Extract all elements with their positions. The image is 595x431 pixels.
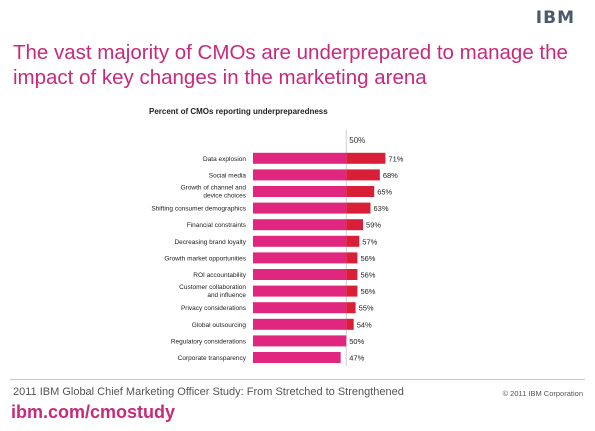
bar-excess-segment: [346, 202, 371, 214]
bar-base-segment: [253, 169, 347, 181]
bar-base-segment: [253, 302, 347, 314]
copyright-notice: © 2011 IBM Corporation: [502, 389, 583, 398]
bar-excess-segment: [346, 285, 358, 297]
bar-base-segment: [253, 202, 347, 214]
bar-excess-segment: [346, 152, 386, 164]
bar-excess-segment: [346, 235, 360, 247]
category-label: Privacy considerations: [181, 305, 247, 312]
value-label: 56%: [360, 271, 375, 280]
value-label: 55%: [359, 304, 374, 313]
bar-base-segment: [253, 352, 341, 363]
value-label: 56%: [360, 254, 375, 263]
category-label: Shifting consumer demographics: [151, 206, 246, 213]
category-label: Regulatory considerations: [171, 338, 247, 345]
category-label: Growth of channel and device choices: [181, 185, 247, 200]
category-label: Decreasing brand loyalty: [174, 239, 246, 246]
value-label: 59%: [366, 221, 381, 230]
bar-base-segment: [253, 269, 347, 280]
chart-title: Percent of CMOs reporting underpreparedn…: [149, 107, 328, 116]
value-label: 65%: [377, 188, 392, 197]
bar-base-segment: [253, 335, 347, 347]
ibm-logo: IBM: [535, 8, 575, 28]
category-label: Financial constraints: [187, 222, 247, 229]
bar-excess-segment: [346, 169, 380, 181]
value-label: 54%: [357, 320, 372, 329]
bar-excess-segment: [346, 186, 375, 197]
category-label: Growth market opportunities: [164, 255, 246, 262]
value-label: 57%: [362, 237, 377, 246]
study-link[interactable]: ibm.com/cmostudy: [11, 402, 176, 422]
value-label: 50%: [349, 337, 364, 346]
source-citation: 2011 IBM Global Chief Marketing Officer …: [13, 386, 404, 398]
footer-divider: [10, 379, 585, 380]
category-label: Corporate transparency: [178, 355, 247, 362]
bar-base-segment: [253, 235, 347, 247]
category-label: ROI accountability: [193, 272, 246, 279]
bar-base-segment: [253, 252, 347, 264]
bar-base-segment: [253, 285, 347, 297]
category-label: Global outsourcing: [192, 322, 247, 329]
value-label: 47%: [349, 354, 364, 363]
bar-excess-segment: [346, 318, 354, 330]
underpreparedness-bar-chart: 50% Data explosion 71% Social media 68% Growt…: [151, 130, 404, 366]
bar-base-segment: [253, 152, 347, 164]
value-label: 71%: [388, 154, 403, 163]
category-label: Data explosion: [203, 156, 246, 163]
bar-base-segment: [253, 318, 347, 330]
value-label: 68%: [383, 171, 398, 180]
bar-excess-segment: [346, 269, 358, 280]
bar-base-segment: [253, 219, 347, 231]
bar-excess-segment: [346, 302, 356, 314]
category-label: Social media: [209, 172, 247, 179]
category-label: Customer collaboration and influence: [179, 284, 246, 299]
value-label: 63%: [373, 204, 388, 213]
reference-label: 50%: [349, 136, 365, 145]
bar-base-segment: [253, 186, 347, 197]
page-title: The vast majority of CMOs are underprepa…: [13, 41, 568, 89]
value-label: 56%: [360, 287, 375, 296]
bar-excess-segment: [346, 219, 364, 231]
bar-excess-segment: [346, 252, 358, 264]
